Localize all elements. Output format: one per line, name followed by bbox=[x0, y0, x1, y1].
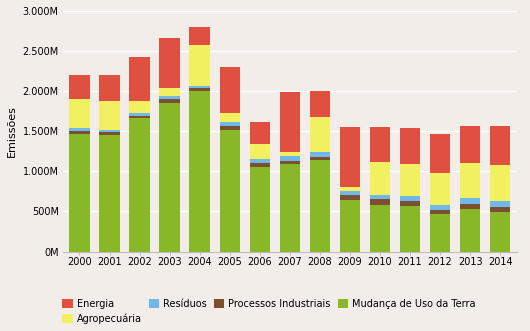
Bar bbox=[460, 163, 480, 198]
Bar bbox=[460, 198, 480, 204]
Bar bbox=[189, 27, 210, 45]
Bar bbox=[69, 128, 90, 131]
Bar bbox=[129, 101, 150, 113]
Bar bbox=[280, 156, 300, 161]
Bar bbox=[370, 127, 390, 162]
Bar bbox=[340, 195, 360, 200]
Bar bbox=[400, 128, 420, 164]
Bar bbox=[340, 200, 360, 252]
Bar bbox=[189, 91, 210, 252]
Bar bbox=[250, 122, 270, 144]
Bar bbox=[219, 67, 240, 113]
Bar bbox=[160, 103, 180, 252]
Bar bbox=[99, 135, 120, 252]
Bar bbox=[99, 132, 120, 135]
Bar bbox=[490, 207, 510, 212]
Y-axis label: Emissões: Emissões bbox=[7, 105, 17, 157]
Bar bbox=[460, 204, 480, 209]
Bar bbox=[219, 113, 240, 121]
Bar bbox=[69, 99, 90, 128]
Bar bbox=[400, 164, 420, 196]
Bar bbox=[430, 134, 450, 173]
Bar bbox=[189, 45, 210, 85]
Bar bbox=[99, 130, 120, 132]
Bar bbox=[189, 85, 210, 88]
Bar bbox=[460, 126, 480, 163]
Bar bbox=[280, 92, 300, 152]
Bar bbox=[430, 205, 450, 210]
Bar bbox=[400, 206, 420, 252]
Bar bbox=[340, 187, 360, 191]
Bar bbox=[340, 127, 360, 187]
Bar bbox=[69, 134, 90, 252]
Bar bbox=[370, 199, 390, 205]
Bar bbox=[340, 191, 360, 195]
Bar bbox=[250, 163, 270, 166]
Bar bbox=[69, 75, 90, 99]
Bar bbox=[430, 173, 450, 205]
Bar bbox=[250, 144, 270, 159]
Bar bbox=[310, 152, 330, 157]
Bar bbox=[370, 205, 390, 252]
Bar bbox=[460, 209, 480, 252]
Bar bbox=[160, 87, 180, 96]
Bar bbox=[280, 161, 300, 164]
Bar bbox=[129, 116, 150, 118]
Bar bbox=[219, 130, 240, 252]
Bar bbox=[160, 38, 180, 87]
Bar bbox=[370, 195, 390, 199]
Bar bbox=[189, 88, 210, 91]
Bar bbox=[129, 118, 150, 252]
Bar bbox=[490, 126, 510, 166]
Bar bbox=[160, 99, 180, 103]
Bar bbox=[129, 57, 150, 101]
Bar bbox=[219, 121, 240, 126]
Bar bbox=[250, 166, 270, 252]
Legend: Energia, Agropecuária, Resíduos, Processos Industriais, Mudança de Uso da Terra: Energia, Agropecuária, Resíduos, Process… bbox=[58, 295, 480, 328]
Bar bbox=[310, 157, 330, 160]
Bar bbox=[310, 160, 330, 252]
Bar bbox=[160, 96, 180, 99]
Bar bbox=[490, 212, 510, 252]
Bar bbox=[400, 201, 420, 206]
Bar bbox=[69, 131, 90, 134]
Bar bbox=[370, 162, 390, 195]
Bar bbox=[430, 214, 450, 252]
Bar bbox=[250, 159, 270, 163]
Bar bbox=[99, 101, 120, 130]
Bar bbox=[219, 126, 240, 130]
Bar bbox=[280, 152, 300, 156]
Bar bbox=[490, 166, 510, 201]
Bar bbox=[400, 196, 420, 201]
Bar bbox=[280, 164, 300, 252]
Bar bbox=[129, 113, 150, 116]
Bar bbox=[430, 210, 450, 214]
Bar bbox=[99, 75, 120, 101]
Bar bbox=[310, 91, 330, 117]
Bar bbox=[490, 201, 510, 207]
Bar bbox=[310, 117, 330, 152]
